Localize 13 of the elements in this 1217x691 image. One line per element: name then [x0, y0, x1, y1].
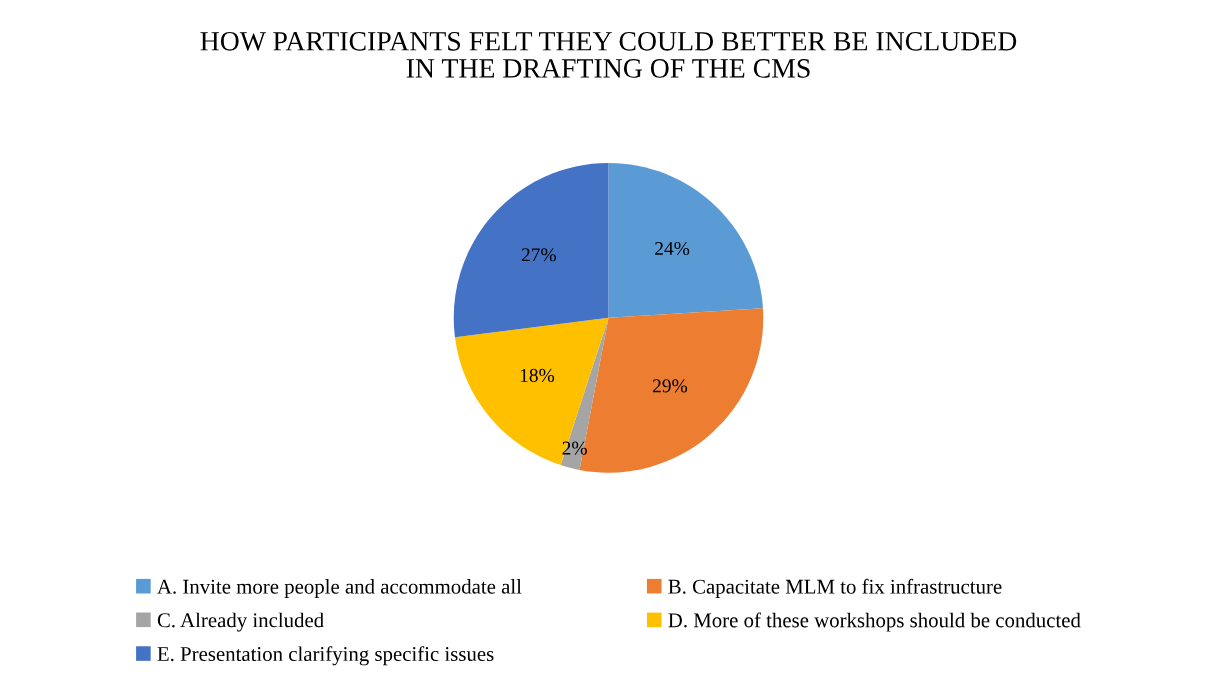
- legend-label: A. Invite more people and accommodate all: [157, 579, 522, 598]
- data-label: 27%: [521, 248, 556, 262]
- legend-label: E. Presentation clarifying specific issues: [157, 646, 494, 666]
- legend-label: D. More of these workshops should be conducted: [668, 612, 1081, 632]
- legend-label: B. Capacitate MLM to fix infrastructure: [668, 578, 1002, 598]
- data-label: 29%: [652, 379, 688, 393]
- pie-slice: [454, 317, 609, 466]
- data-label: 18%: [520, 368, 555, 382]
- pie-slice: [608, 163, 763, 318]
- chart-title: HOW PARTICIPANTS FELT THEY COULD BETTER BE INCLUDED IN THE DRAFTING OF THE CMS: [200, 31, 1017, 78]
- pie-slice: [453, 163, 609, 338]
- data-label: 24%: [655, 241, 690, 256]
- legend-label: C. Already included: [157, 612, 324, 632]
